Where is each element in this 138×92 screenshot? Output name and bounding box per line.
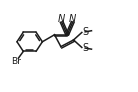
Text: N: N (58, 14, 65, 24)
Text: S: S (83, 43, 89, 53)
Text: N: N (69, 14, 76, 24)
Text: Br: Br (11, 57, 21, 66)
Text: S: S (83, 27, 89, 37)
